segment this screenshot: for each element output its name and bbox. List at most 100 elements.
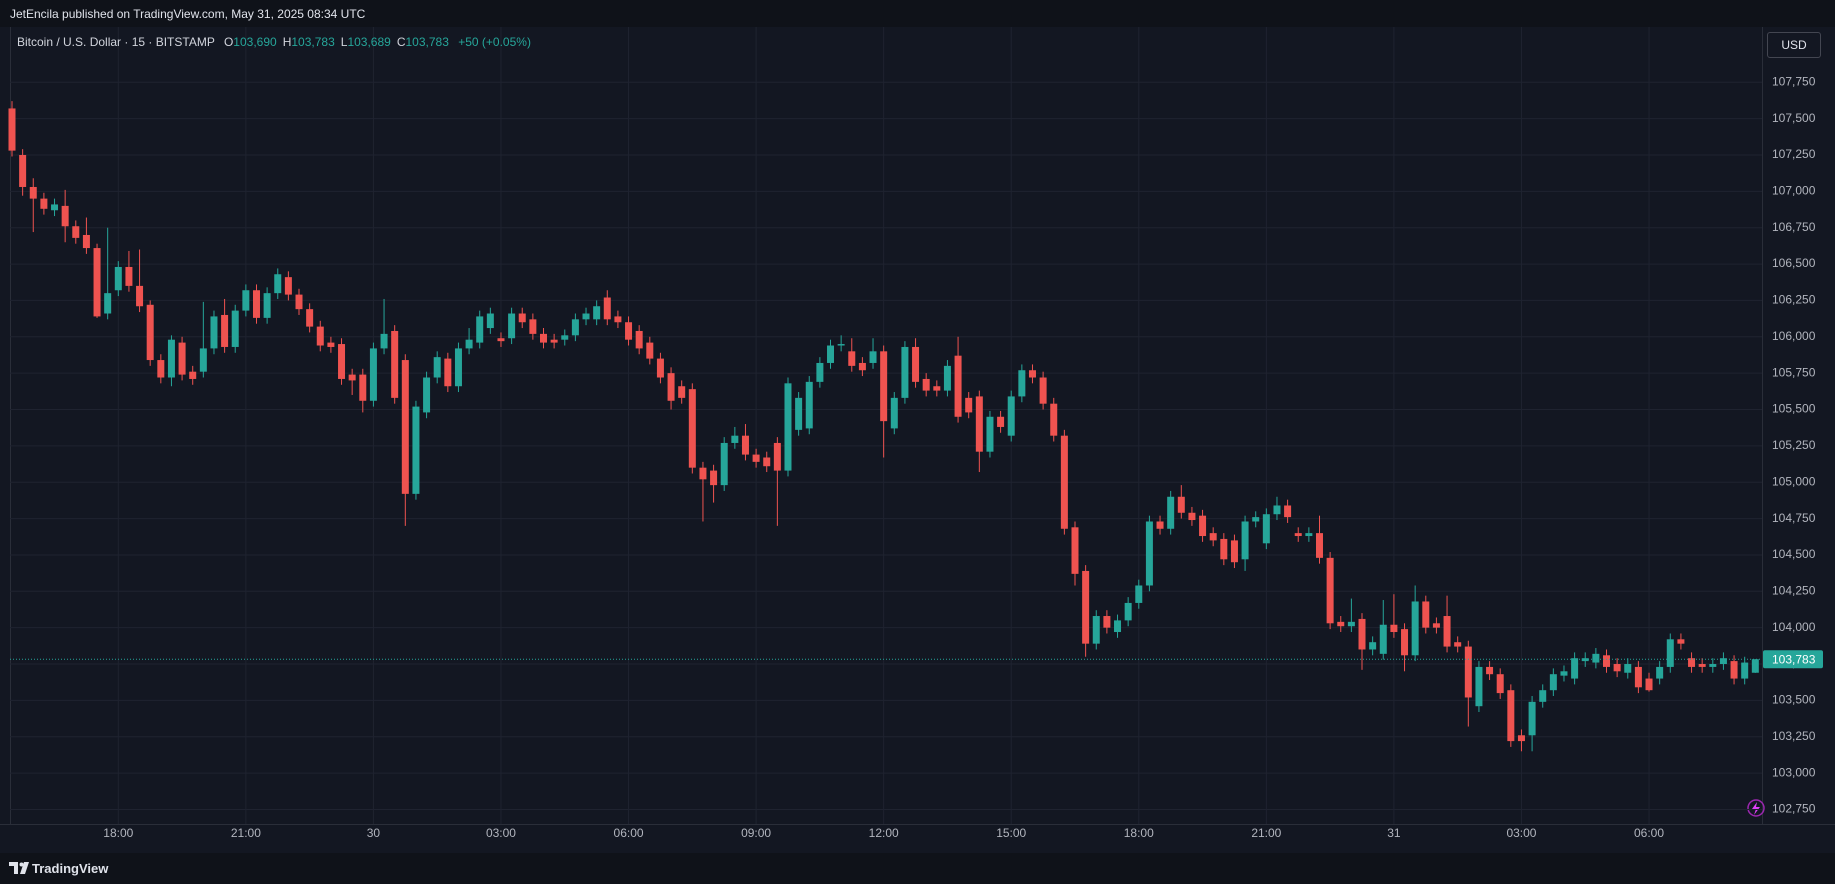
y-tick-label: 104,250	[1772, 583, 1816, 597]
candle-body	[8, 108, 16, 151]
candle-body	[114, 266, 122, 291]
candle-body	[1241, 521, 1249, 560]
x-tick-label: 03:00	[486, 826, 516, 840]
x-tick-label: 18:00	[1124, 826, 1154, 840]
candle-body	[816, 362, 824, 382]
candle-body	[476, 316, 484, 343]
candle-body	[784, 383, 792, 471]
candle-body	[1422, 601, 1430, 628]
candle-body	[444, 358, 452, 387]
candle-body	[773, 442, 781, 471]
candle-body	[710, 470, 718, 486]
candle-body	[741, 435, 749, 455]
candle-body	[189, 371, 197, 379]
candle-body	[508, 313, 516, 339]
ohlc-key: H	[282, 35, 292, 49]
ohlc-value: 103,690	[233, 35, 277, 49]
candle-body	[295, 294, 303, 310]
y-tick-label: 105,500	[1772, 402, 1816, 416]
candle-body	[72, 226, 80, 238]
candle-body	[614, 316, 622, 323]
candle-body	[1719, 658, 1727, 665]
candle-body	[1634, 666, 1642, 688]
candle-body	[1060, 435, 1068, 529]
candle-body	[1379, 624, 1387, 654]
candle-body	[667, 373, 675, 401]
candle-body	[912, 346, 920, 382]
candle-body	[1092, 616, 1100, 644]
candle-body	[327, 342, 335, 347]
candle-body	[1177, 496, 1185, 513]
candle-body	[1188, 512, 1196, 521]
currency-button[interactable]: USD	[1767, 32, 1821, 58]
candle-body	[1454, 642, 1462, 647]
candle-body	[263, 293, 271, 318]
candle-body	[1124, 602, 1132, 621]
candle-body	[1507, 690, 1515, 742]
candle-body	[1315, 533, 1323, 558]
candle-body	[1432, 623, 1440, 628]
candle-body	[1007, 396, 1015, 436]
candle-body	[1103, 616, 1111, 628]
candle-body	[678, 386, 686, 398]
candle-body	[1145, 521, 1153, 586]
candle-body	[1071, 527, 1079, 574]
x-tick-label: 21:00	[1251, 826, 1281, 840]
candle-body	[146, 304, 154, 361]
y-tick-label: 106,000	[1772, 329, 1816, 343]
candle-body	[858, 362, 866, 371]
candle-body	[550, 339, 558, 343]
candle-body	[954, 355, 962, 417]
y-tick-label: 105,000	[1772, 474, 1816, 488]
candle-body	[1411, 601, 1419, 656]
candle-body	[167, 339, 175, 378]
candle-body	[1401, 629, 1409, 656]
footer: TradingView	[0, 853, 1835, 884]
last-price-tag	[1763, 650, 1823, 669]
candle-body	[869, 351, 877, 363]
candle-body	[497, 338, 505, 342]
candle-body	[943, 365, 951, 391]
candle-body	[136, 285, 144, 307]
candle-body	[1624, 664, 1632, 673]
candle-body	[1262, 514, 1270, 544]
candle-body	[1252, 517, 1260, 522]
candle-body	[199, 348, 207, 372]
candle-body	[805, 381, 813, 429]
ohlc-key: L	[340, 35, 348, 49]
candle-body	[646, 342, 654, 359]
candle-body	[571, 319, 579, 336]
candle-body	[178, 342, 186, 375]
lightning-icon	[1747, 799, 1765, 817]
candle-body	[880, 351, 888, 422]
candle-body	[965, 397, 973, 413]
candle-body	[1730, 661, 1738, 679]
candle-body	[391, 330, 399, 398]
candle-body	[61, 205, 69, 227]
candle-body	[1656, 666, 1664, 679]
y-tick-label: 105,750	[1772, 365, 1816, 379]
top-bar: JetEncila published on TradingView.com, …	[0, 0, 1835, 27]
x-tick-label: 09:00	[741, 826, 771, 840]
candle-body	[1443, 616, 1451, 647]
grid	[10, 27, 1762, 824]
y-tick-label: 104,000	[1772, 620, 1816, 634]
candle-body	[348, 374, 356, 381]
y-tick-label: 106,250	[1772, 293, 1816, 307]
candle-body	[1082, 570, 1090, 644]
candle-body	[656, 358, 664, 378]
candle-body	[125, 266, 133, 286]
candle-body	[1592, 653, 1600, 663]
candle-body	[540, 333, 547, 343]
x-tick-label: 18:00	[103, 826, 133, 840]
candle-body	[625, 322, 633, 340]
candle-body	[848, 351, 856, 366]
candle-body	[242, 290, 250, 311]
candle-body	[1209, 533, 1217, 541]
candle-body	[1337, 621, 1345, 627]
candle-body	[922, 378, 930, 391]
candle-body	[1666, 639, 1674, 667]
candle-body	[1517, 735, 1525, 742]
candle-body	[1347, 621, 1355, 627]
candle-body	[1230, 540, 1238, 563]
